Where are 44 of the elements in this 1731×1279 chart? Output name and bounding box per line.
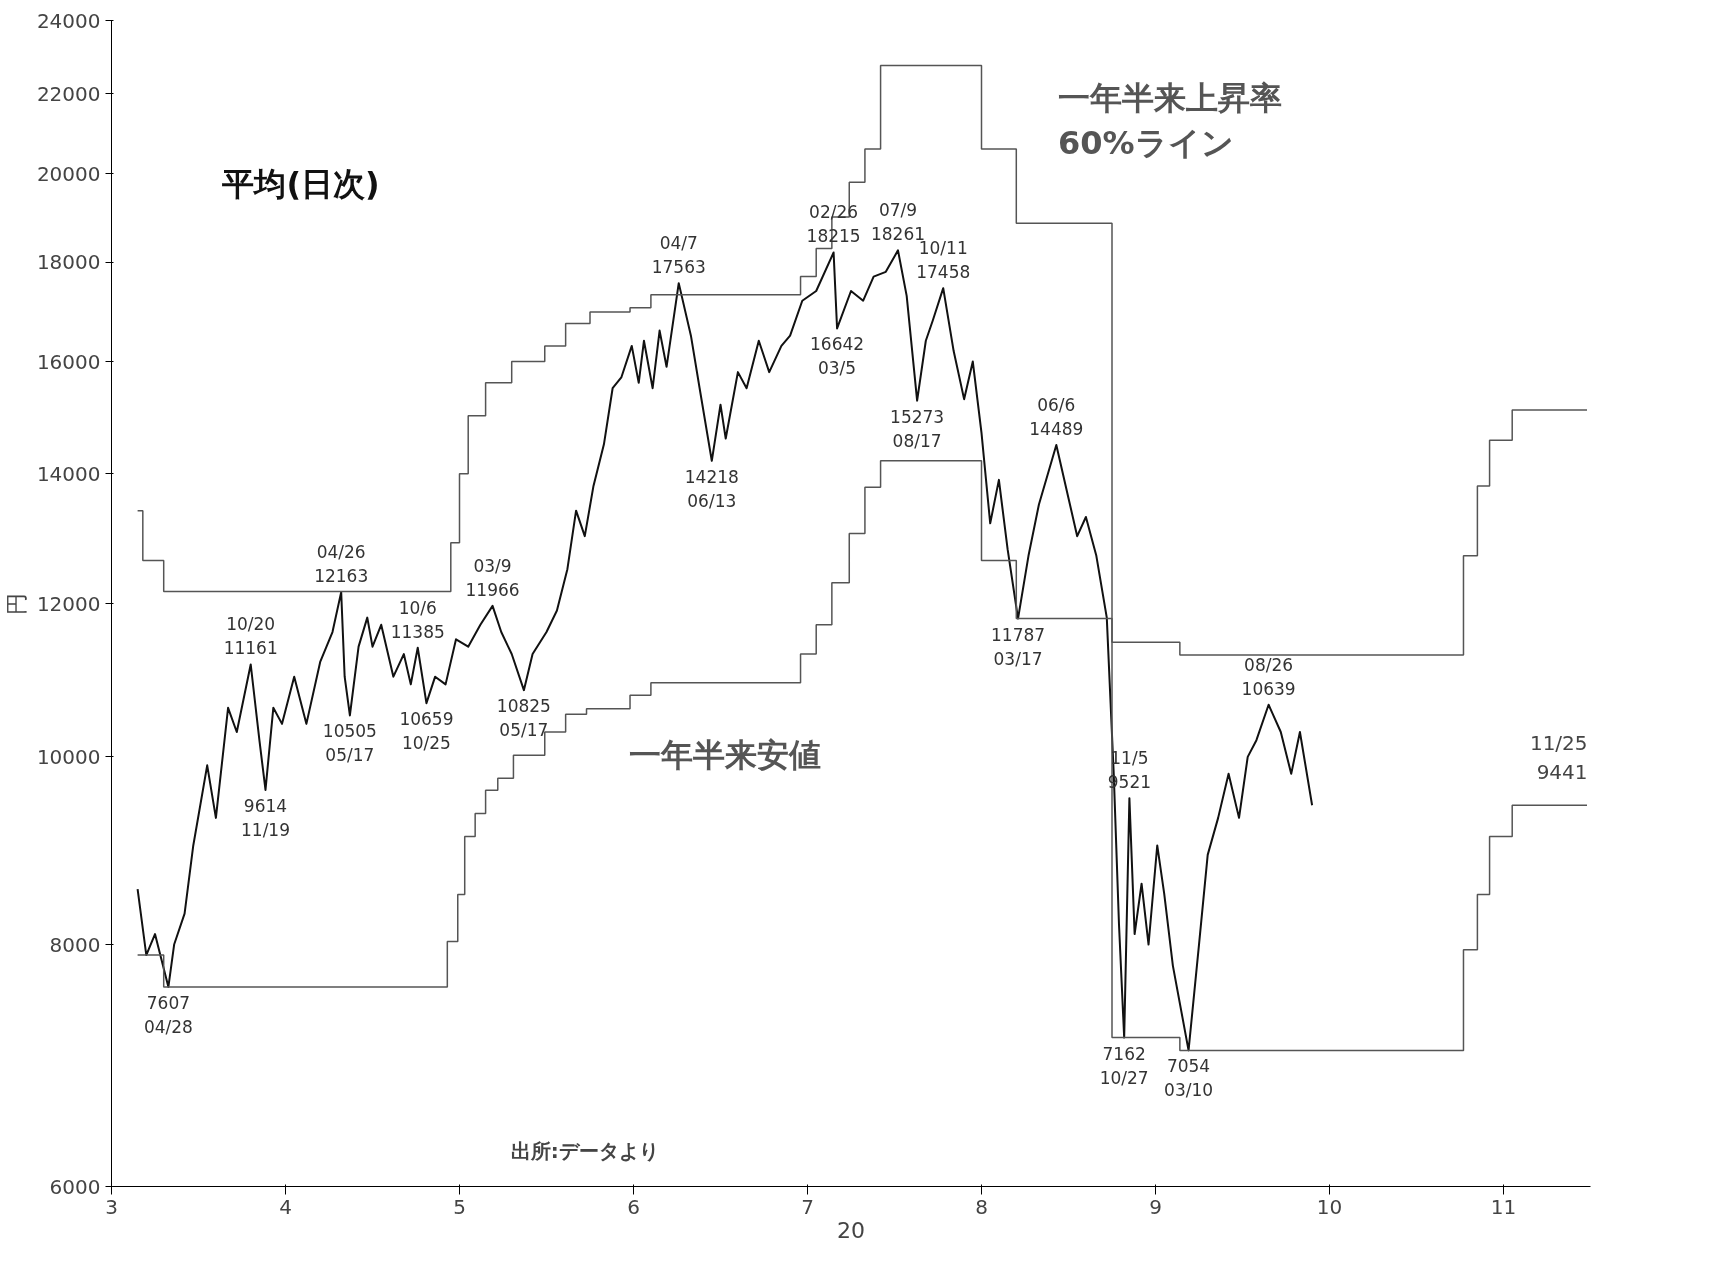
- annotation: 16642 03/5: [810, 334, 865, 379]
- annotation: 出所:データより: [510, 1139, 659, 1164]
- annotation: 08/26 10639: [1241, 654, 1296, 699]
- annotation: 7162 10/27: [1099, 1043, 1149, 1088]
- annotation: 10/6 11385: [390, 597, 445, 642]
- series-label: 一年半来上昇率 60%ライン: [1058, 78, 1283, 163]
- x-axis-title: 20: [837, 1217, 865, 1243]
- annotation: 10825 05/17: [496, 696, 551, 741]
- series-label: 一年半来安値: [629, 736, 822, 775]
- annotation: 04/7 17563: [651, 233, 706, 278]
- y-tick-label: 6000: [49, 1174, 101, 1199]
- text: 平均(日次): [221, 164, 380, 203]
- x-tick-label: 10: [1316, 1194, 1343, 1219]
- y-tick-label: 12000: [36, 591, 101, 616]
- x-tick-label: 7: [801, 1194, 814, 1219]
- annotation: 7607 04/28: [143, 992, 193, 1037]
- annotation: 7054 03/10: [1164, 1056, 1214, 1101]
- annotation: 9614 11/19: [240, 795, 290, 840]
- x-tick-label: 4: [279, 1194, 292, 1219]
- annotation: 11787 03/17: [991, 624, 1046, 669]
- x-tick-label: 9: [1149, 1194, 1162, 1219]
- y-axis-title: 円: [3, 592, 29, 615]
- x-tick-label: 5: [453, 1194, 466, 1219]
- annotation: 10/20 11161: [223, 614, 278, 659]
- annotation: 03/9 11966: [465, 555, 520, 600]
- x-tick-label: 11: [1490, 1194, 1517, 1219]
- y-tick-label: 20000: [36, 161, 101, 186]
- y-tick-label: 24000: [36, 8, 101, 33]
- y-tick-label: 18000: [36, 250, 101, 275]
- annotation: 15273 08/17: [890, 406, 945, 451]
- annotation: 11/25 9441: [1529, 731, 1588, 785]
- y-tick-label: 10000: [36, 744, 101, 769]
- annotation: 10505 05/17: [322, 721, 377, 766]
- annotation: 14218 06/13: [684, 466, 739, 511]
- annotation: 10659 10/25: [399, 709, 454, 754]
- x-tick-label: 3: [105, 1194, 118, 1219]
- y-tick-label: 16000: [36, 349, 101, 374]
- y-tick-label: 22000: [36, 81, 101, 106]
- annotation: 04/26 12163: [314, 542, 369, 587]
- x-tick-label: 8: [975, 1194, 988, 1219]
- annotation: 06/6 14489: [1029, 394, 1084, 439]
- y-tick-label: 14000: [36, 461, 101, 486]
- y-tick-label: 8000: [49, 932, 101, 957]
- x-tick-label: 6: [627, 1194, 640, 1219]
